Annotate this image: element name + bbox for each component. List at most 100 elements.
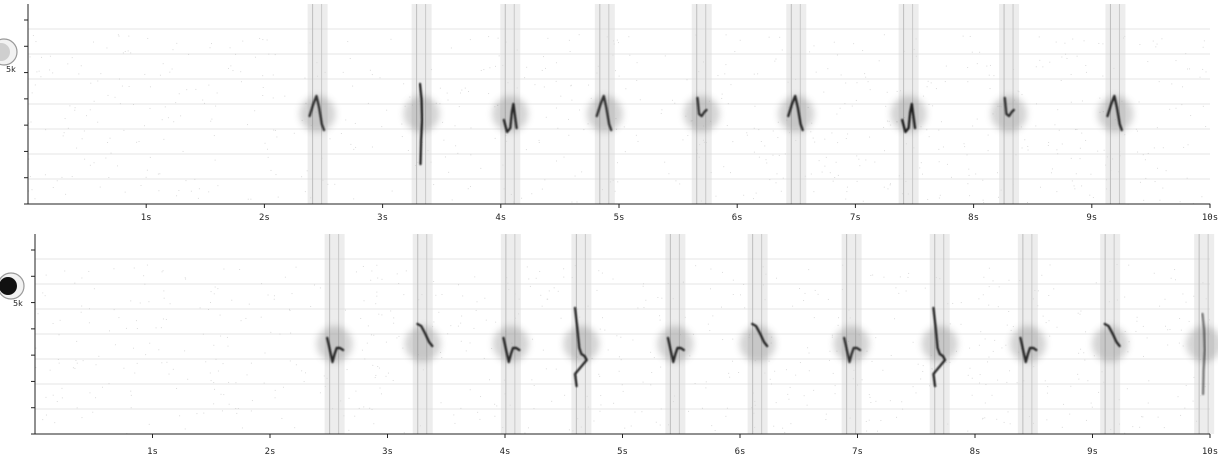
noise-speck [1080,348,1082,350]
noise-speck [35,367,37,369]
noise-speck [730,84,732,86]
noise-speck [675,180,677,182]
noise-speck [369,407,371,409]
noise-speck [1035,103,1037,105]
noise-speck [1126,388,1128,390]
noise-speck [1009,370,1011,372]
noise-speck [210,301,212,303]
noise-speck [136,362,138,364]
noise-speck [1021,147,1023,149]
noise-speck [641,411,643,413]
noise-speck [725,64,727,66]
noise-speck [545,116,547,118]
noise-speck [618,370,620,372]
noise-speck [226,336,228,338]
noise-speck [387,372,389,374]
noise-speck [775,58,777,60]
call-contour [1003,96,1015,118]
noise-speck [289,308,291,310]
noise-speck [889,183,891,185]
noise-speck [722,339,724,341]
noise-speck [54,422,56,424]
noise-speck [274,397,276,399]
noise-speck [323,375,325,377]
noise-speck [726,407,728,409]
noise-speck [284,276,286,278]
noise-speck [856,180,858,182]
noise-speck [987,361,989,363]
noise-speck [403,294,405,296]
noise-speck [457,152,459,154]
noise-speck [949,361,951,363]
noise-speck [98,355,100,357]
noise-speck [1208,319,1210,321]
noise-speck [618,75,620,77]
noise-speck [469,389,471,391]
noise-speck [795,374,797,376]
noise-speck [883,34,885,36]
noise-speck [535,277,537,279]
noise-speck [710,172,712,174]
noise-speck [1001,347,1003,349]
noise-speck [1178,342,1180,344]
call-contour [326,336,345,364]
noise-speck [926,86,928,88]
noise-speck [817,293,819,295]
noise-speck [403,83,405,85]
noise-speck [1175,60,1177,62]
noise-speck [896,90,898,92]
noise-speck [130,390,132,392]
noise-speck [231,299,233,301]
noise-speck [1047,386,1049,388]
noise-speck [907,193,909,195]
noise-speck [835,161,837,163]
noise-speck [438,311,440,313]
noise-speck [777,137,779,139]
noise-speck [898,292,900,294]
noise-speck [998,286,1000,288]
noise-speck [469,39,471,41]
noise-speck [496,405,498,407]
noise-speck [1010,329,1012,331]
noise-speck [373,334,375,336]
noise-speck [1006,381,1008,383]
noise-speck [202,99,204,101]
noise-speck [967,183,969,185]
noise-speck [661,109,663,111]
x-tick-label: 3s [382,447,393,457]
noise-speck [1202,68,1204,70]
noise-speck [753,127,755,129]
noise-speck [1143,199,1145,201]
noise-speck [834,176,836,178]
noise-speck [41,56,43,58]
noise-speck [144,125,146,127]
noise-speck [979,51,981,53]
noise-speck [938,197,940,199]
noise-speck [470,127,472,129]
noise-speck [682,282,684,284]
noise-speck [976,63,978,65]
noise-speck [132,347,134,349]
noise-speck [870,401,872,403]
noise-speck [176,387,178,389]
noise-speck [1079,147,1081,149]
noise-speck [136,141,138,143]
noise-speck [264,352,266,354]
noise-speck [743,194,745,196]
noise-speck [1119,155,1121,157]
noise-speck [818,160,820,162]
noise-speck [133,267,135,269]
noise-speck [97,80,99,82]
noise-speck [963,143,965,145]
noise-speck [1006,324,1008,326]
noise-speck [960,323,962,325]
noise-speck [76,340,78,342]
noise-speck [570,84,572,86]
noise-speck [732,293,734,295]
noise-speck [1085,64,1087,66]
noise-speck [127,50,129,52]
noise-speck [762,284,764,286]
noise-speck [108,330,110,332]
noise-speck [291,293,293,295]
noise-speck [1015,154,1017,156]
